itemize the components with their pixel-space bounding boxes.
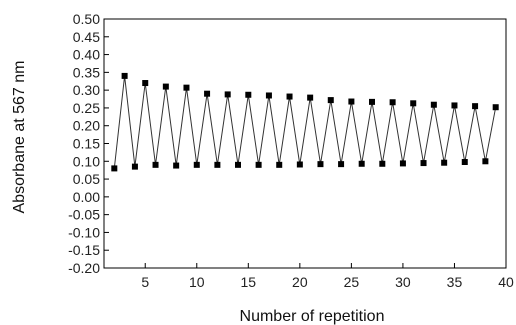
series-line (113, 75, 497, 169)
data-point (286, 93, 293, 100)
y-tick-label: 0.05 (73, 171, 100, 187)
series (111, 72, 499, 172)
data-point (183, 84, 190, 91)
data-point (296, 161, 303, 168)
y-tick-label: 0.40 (73, 47, 100, 63)
y-tick-label: 0.30 (73, 82, 100, 98)
plot-frame (103, 18, 507, 269)
data-point (255, 161, 262, 168)
data-point (441, 159, 448, 166)
data-point (235, 161, 241, 168)
x-tick-label: 20 (292, 274, 308, 290)
x-tick-label: 35 (447, 274, 463, 290)
y-tick-label: 0.00 (73, 189, 100, 205)
x-tick-label: 40 (498, 274, 514, 290)
y-tick-label: 0.25 (73, 100, 100, 116)
x-tick-label: 25 (344, 274, 360, 290)
data-point (152, 161, 159, 168)
data-point (193, 161, 200, 168)
y-tick-label: 0.50 (73, 11, 100, 27)
data-point (214, 161, 221, 168)
y-tick-label: -0.10 (68, 224, 100, 240)
data-point (420, 160, 427, 167)
y-tick-label: 0.45 (73, 29, 100, 45)
y-tick-label: 0.15 (73, 136, 100, 152)
data-point (142, 80, 149, 87)
data-point (121, 72, 128, 79)
y-tick-label: -0.05 (68, 207, 100, 223)
y-axis-title: Absorbane at 567 nm (11, 61, 28, 214)
x-tick-label: 5 (141, 274, 149, 290)
x-tick-label: 15 (241, 274, 257, 290)
data-point (111, 165, 118, 172)
data-point (482, 158, 489, 165)
x-tick-label: 10 (189, 274, 205, 290)
y-tick-label: -0.20 (68, 260, 100, 276)
data-point (224, 91, 231, 98)
data-point (430, 101, 437, 108)
data-point (204, 90, 211, 97)
data-point (461, 158, 468, 165)
data-point (369, 98, 375, 105)
data-point (338, 161, 345, 168)
data-point (276, 161, 283, 168)
data-point (358, 160, 365, 167)
plot-area (103, 18, 507, 269)
data-point (307, 94, 314, 101)
data-point (379, 160, 386, 167)
y-tick-label: 0.35 (73, 64, 100, 80)
data-point (173, 162, 180, 169)
x-axis-ticks: 5 10 15 20 25 30 35 40 (141, 263, 514, 290)
data-point (245, 91, 252, 98)
data-point (162, 83, 169, 90)
data-point (327, 97, 334, 104)
data-point (492, 104, 499, 111)
y-tick-label: -0.15 (68, 242, 100, 258)
data-point (451, 102, 458, 109)
data-point (410, 100, 417, 107)
y-tick-label: 0.20 (73, 118, 100, 134)
data-point (389, 99, 396, 106)
x-axis-title: Number of repetition (240, 308, 385, 325)
data-point (317, 161, 324, 168)
data-point (399, 160, 406, 167)
x-tick-label: 30 (395, 274, 411, 290)
y-tick-label: 0.10 (73, 153, 100, 169)
data-point (348, 98, 355, 105)
y-axis-ticks: -0.20 -0.15 -0.10-0.05 0.00 0.05 0.100.15 0.20… (68, 11, 109, 276)
data-point (131, 163, 138, 170)
data-point (265, 92, 272, 99)
data-point (472, 103, 479, 110)
